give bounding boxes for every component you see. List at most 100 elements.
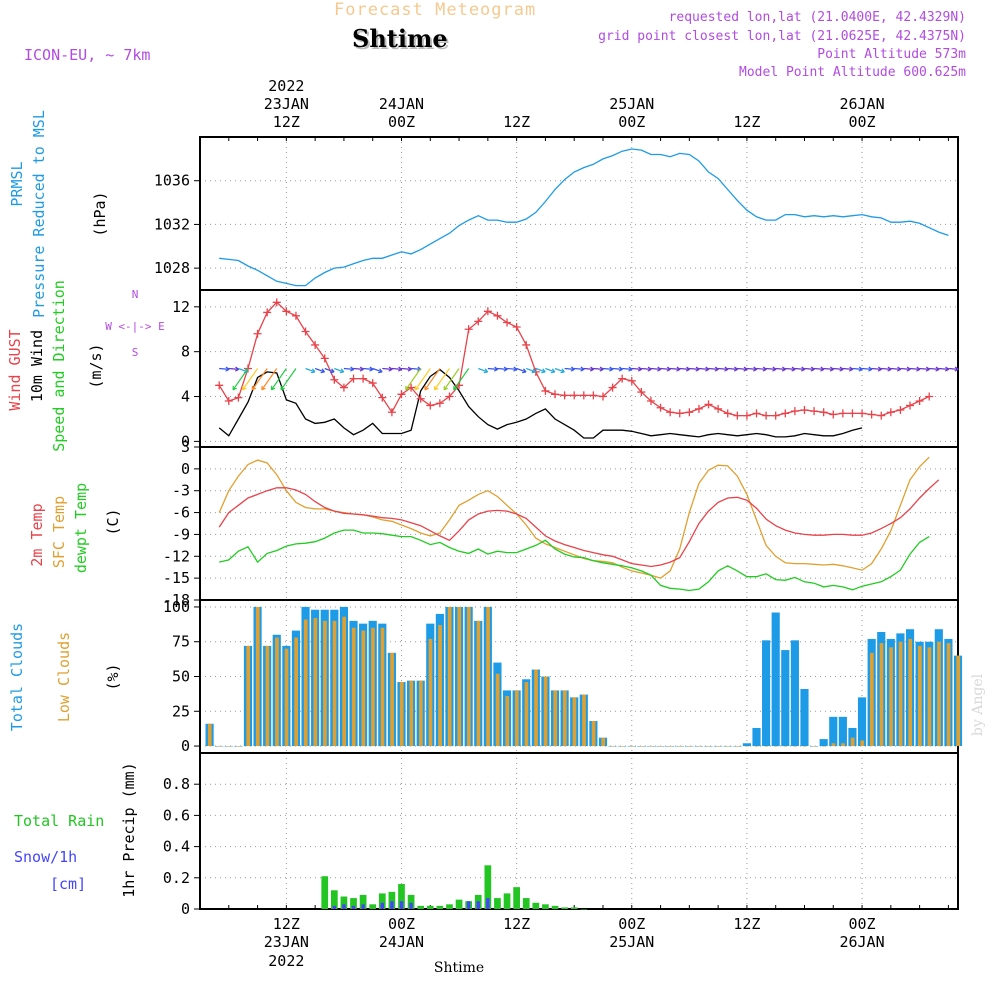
wind-gust-marker <box>243 364 252 373</box>
wind-gust-marker <box>339 383 348 392</box>
dewpt-temp-line <box>219 529 930 592</box>
rain-bar <box>570 907 578 909</box>
snow-bar <box>486 898 490 909</box>
wind-direction-arrow <box>270 385 276 391</box>
wind-direction-arrow <box>657 366 662 372</box>
rain-bar <box>398 884 405 909</box>
snow-bar <box>332 905 337 909</box>
rain-bar <box>494 898 501 909</box>
wind-gust-marker <box>666 408 675 417</box>
wind-gust-marker <box>646 397 655 406</box>
model-name: ICON-EU, ~ 7km <box>24 46 151 64</box>
wind-gust-marker <box>781 409 790 418</box>
total-cloud-bar <box>790 640 799 747</box>
wind-direction-arrow <box>737 367 748 370</box>
y-tick-label: 1032 <box>154 215 190 233</box>
y-tick-label: 75 <box>172 633 190 651</box>
wind-direction-arrow <box>330 368 335 374</box>
low-cloud-bar <box>371 627 375 747</box>
wind-direction-arrow <box>881 367 892 370</box>
time-label-top: 23JAN <box>264 95 309 113</box>
axis-unit-precip: 1hr Precip (mm) <box>120 762 138 897</box>
time-label-bottom: 00Z <box>618 915 645 933</box>
wind-direction-arrow <box>743 366 748 372</box>
temp-2m-line <box>218 479 940 568</box>
wind-direction-arrow <box>660 367 671 370</box>
wind-direction-arrow <box>589 366 595 372</box>
y-tick-label: 1036 <box>154 172 190 190</box>
wind-direction-arrow <box>935 366 940 372</box>
point-altitude: Point Altitude 573m <box>817 47 966 62</box>
wind-direction-arrow <box>305 367 316 373</box>
wind-gust-marker <box>493 311 502 320</box>
low-cloud-bar <box>332 620 337 747</box>
wind-direction-arrow <box>554 367 565 373</box>
total-cloud-bar <box>742 743 751 747</box>
wind-gust-marker <box>829 410 838 419</box>
rain-bar <box>436 905 444 909</box>
wind-direction-arrow <box>785 367 796 370</box>
wind-direction-arrow <box>359 366 364 372</box>
axis-label-snow-unit: [cm] <box>50 875 86 893</box>
low-cloud-bar <box>275 637 279 747</box>
wind-direction-arrow <box>219 367 230 370</box>
total-cloud-bar <box>838 716 847 747</box>
wind-direction-arrow <box>727 367 738 370</box>
low-cloud-bar <box>802 746 807 747</box>
rain-bar <box>542 904 549 909</box>
low-cloud-bar <box>303 619 308 747</box>
time-label-top: 25JAN <box>609 95 654 113</box>
wind-direction-arrow <box>814 367 825 370</box>
total-cloud-bar <box>771 612 780 747</box>
grid-point-coordinates: grid point closest lon,lat (21.0625E, 42… <box>598 29 966 44</box>
snow-bar <box>361 904 365 909</box>
rain-bar <box>388 891 396 909</box>
wind-direction-arrow <box>804 367 815 370</box>
y-tick-label: 100 <box>163 598 190 616</box>
low-cloud-bar <box>582 694 586 747</box>
wind-gust-marker <box>675 409 684 418</box>
wind-direction-arrow <box>526 367 536 373</box>
low-cloud-bar <box>390 652 394 747</box>
time-label-top: 00Z <box>618 113 645 131</box>
y-tick-label: -12 <box>163 547 190 565</box>
wind-direction-arrow <box>685 366 691 372</box>
y-tick-label: 0.4 <box>163 838 190 856</box>
wind-direction-arrow <box>871 367 882 370</box>
time-label-top: 12Z <box>273 113 300 131</box>
wind-gust-marker <box>838 409 847 418</box>
wind-gust-marker <box>906 401 915 410</box>
wind-gust-marker <box>253 329 262 338</box>
wind-direction-arrow <box>401 367 412 370</box>
wind-direction-arrow <box>766 367 777 370</box>
wind-gust-marker <box>435 399 444 408</box>
axis-unit-prmsl: (hPa) <box>91 191 109 236</box>
rain-bar <box>350 898 357 909</box>
low-cloud-bar <box>917 645 922 747</box>
total-cloud-bar <box>857 697 867 747</box>
wind-direction-arrow <box>564 367 575 370</box>
time-label-top: 00Z <box>849 113 876 131</box>
wind-gust-marker <box>320 354 329 363</box>
low-cloud-bar <box>764 746 769 747</box>
panel-frame-temperature <box>199 446 959 601</box>
axis-label-rain: Total Rain <box>14 812 104 830</box>
low-cloud-bar <box>342 616 346 747</box>
wind-direction-arrow <box>334 367 344 373</box>
low-cloud-bar <box>783 746 788 747</box>
wind-direction-arrow <box>756 367 767 370</box>
wind-direction-arrow <box>919 367 930 370</box>
wind-direction-arrow <box>714 366 719 372</box>
wind-direction-arrow <box>647 366 652 372</box>
wind-direction-arrow <box>593 367 604 370</box>
time-label-bottom: 00Z <box>388 915 415 933</box>
wind-direction-arrow <box>443 368 460 391</box>
wind-direction-arrow <box>506 367 518 370</box>
wind-direction-arrow <box>531 368 537 374</box>
low-cloud-bar <box>898 641 903 747</box>
low-cloud-bar <box>313 618 318 747</box>
wind-gust-marker <box>771 411 780 420</box>
low-cloud-bar <box>438 625 442 747</box>
wind-direction-arrow <box>839 366 844 372</box>
